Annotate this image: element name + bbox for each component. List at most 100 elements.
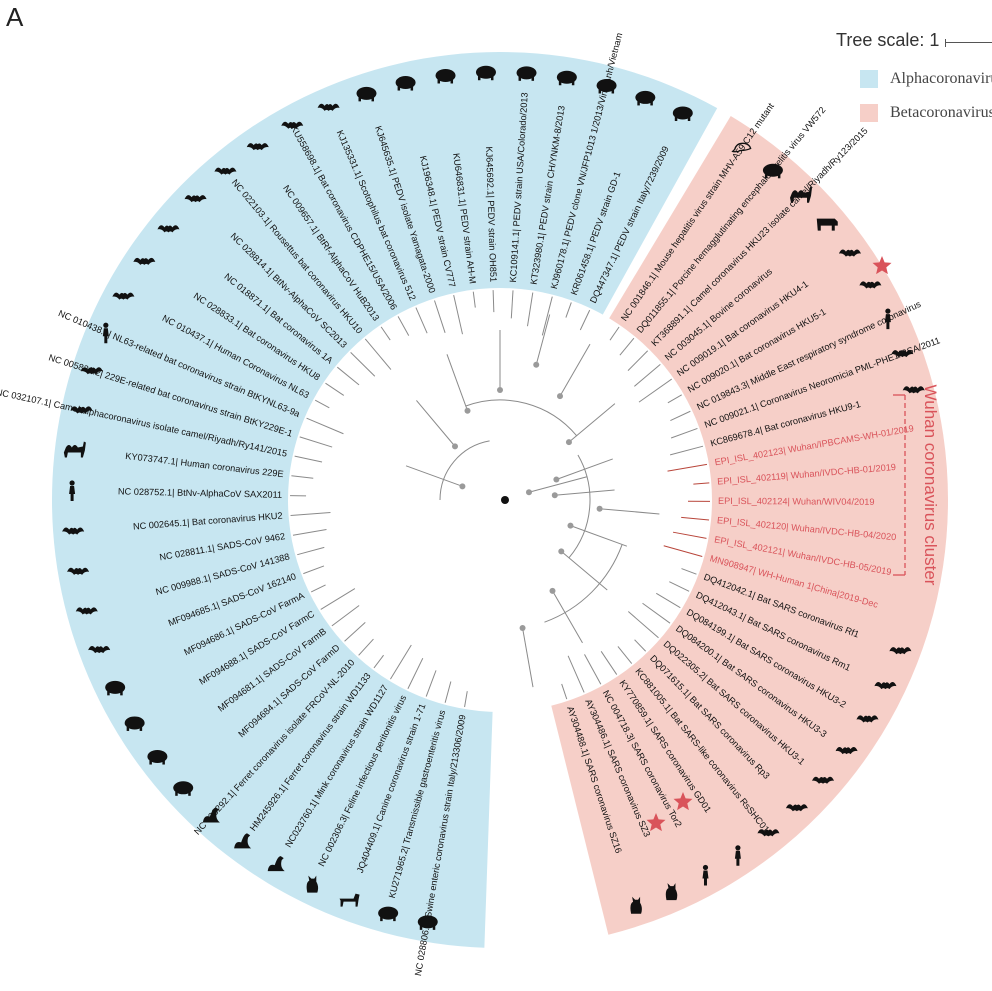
tree-branch <box>416 400 456 447</box>
leaf-branch <box>565 302 572 318</box>
tree-arc <box>544 544 623 623</box>
bat-icon <box>157 225 180 233</box>
leaf-branch <box>567 655 585 693</box>
bat-host-icon <box>812 776 835 784</box>
star-icon <box>673 792 693 811</box>
pig-icon <box>124 716 145 730</box>
pig-icon <box>635 90 656 104</box>
leaf-branch <box>390 644 412 680</box>
pig-icon <box>596 78 617 92</box>
mink-icon <box>202 807 220 823</box>
bat-icon <box>812 776 835 784</box>
bat-icon <box>859 281 882 289</box>
bat-host-icon <box>246 143 269 151</box>
bat-icon <box>88 645 111 654</box>
bat-icon <box>112 292 135 300</box>
tree-arc <box>465 399 577 437</box>
pig-leg-icon <box>432 925 436 930</box>
tree-node <box>567 522 574 529</box>
tree-node <box>519 625 526 632</box>
pig-leg-icon <box>419 925 423 930</box>
tree-node <box>464 407 471 414</box>
cat-icon <box>630 896 642 914</box>
leaf-branch <box>310 584 326 593</box>
bat-host-icon <box>184 195 207 203</box>
legend-swatch-beta <box>860 104 878 123</box>
tree-node <box>452 443 459 450</box>
tree-node <box>553 476 560 483</box>
bat-host-icon <box>67 567 90 575</box>
leaf-branch <box>434 300 446 333</box>
human-host-icon <box>69 480 76 502</box>
leaf-branch <box>364 338 392 370</box>
tree-branch <box>535 314 551 365</box>
leaf-branch <box>670 427 698 439</box>
bat-host-icon <box>889 647 912 655</box>
bat-host-icon <box>856 715 879 723</box>
camel-icon <box>63 441 86 458</box>
leaf-branch <box>294 455 323 463</box>
pig-host-icon <box>672 106 693 122</box>
tree-node <box>459 483 466 490</box>
bat-icon <box>70 406 93 414</box>
pig-leg-icon <box>410 86 414 91</box>
pig-icon <box>356 86 377 100</box>
human-host-icon <box>102 322 109 344</box>
cat-host-icon <box>665 883 678 901</box>
bat-host-icon <box>70 406 93 414</box>
bat-icon <box>214 167 237 175</box>
tree-root <box>501 496 509 504</box>
bat-icon <box>62 527 85 535</box>
pig-leg-icon <box>397 86 401 91</box>
leaf-branch <box>358 638 374 656</box>
cat-icon <box>306 875 319 893</box>
bat-host-icon <box>757 829 780 837</box>
leaf-branch <box>619 337 635 356</box>
pig-icon <box>762 163 783 177</box>
tree-node <box>497 387 503 393</box>
human-icon <box>885 308 891 314</box>
star-icon <box>646 813 666 832</box>
leaf-branch <box>373 654 384 669</box>
star-icon <box>872 256 892 275</box>
camel-icon <box>790 186 813 203</box>
pig-host-icon <box>635 90 656 106</box>
leaf-branch <box>292 529 327 536</box>
human-host-icon <box>884 308 891 330</box>
leaf-branch <box>350 352 376 377</box>
leaf-branch <box>314 399 330 409</box>
tree-node <box>557 393 563 400</box>
pig-host-icon <box>556 70 577 86</box>
leaf-branch <box>663 545 703 558</box>
alpha-leaf-label: KJ645692.1| PEDV strain OH851 <box>484 146 498 282</box>
leaf-branch <box>670 410 691 422</box>
beta-leaf-label: EPI_ISL_402124| Wuhan/WIV04/2019 <box>718 496 875 507</box>
leaf-branch <box>669 581 690 592</box>
panel-label: A <box>6 2 24 32</box>
camel-host-icon <box>790 186 813 203</box>
pig-leg-icon <box>175 791 178 796</box>
leaf-branch <box>627 611 659 639</box>
pig-leg-icon <box>674 117 678 122</box>
tree-scale-label: Tree scale: 1 <box>836 30 940 50</box>
pig-host-icon <box>762 163 783 179</box>
pig-host-icon <box>417 915 438 930</box>
mouse-host-icon <box>731 142 752 153</box>
pig-leg-icon <box>571 81 575 86</box>
leaf-branch <box>526 292 534 327</box>
tree-arc <box>568 454 591 559</box>
pig-leg-icon <box>598 89 602 94</box>
bat-icon <box>856 715 879 723</box>
legend-item-beta: Betacoronavirus <box>860 104 992 123</box>
bat-host-icon <box>835 747 858 755</box>
tree-branch <box>552 590 583 644</box>
bat-host-icon <box>133 257 156 265</box>
pig-leg-icon <box>107 691 110 696</box>
leaf-branch <box>464 691 468 708</box>
pig-host-icon <box>105 680 126 696</box>
bat-icon <box>246 143 269 151</box>
tree-inner-hole <box>288 288 712 712</box>
leaf-branch <box>306 417 344 435</box>
tree-branch <box>522 627 534 688</box>
